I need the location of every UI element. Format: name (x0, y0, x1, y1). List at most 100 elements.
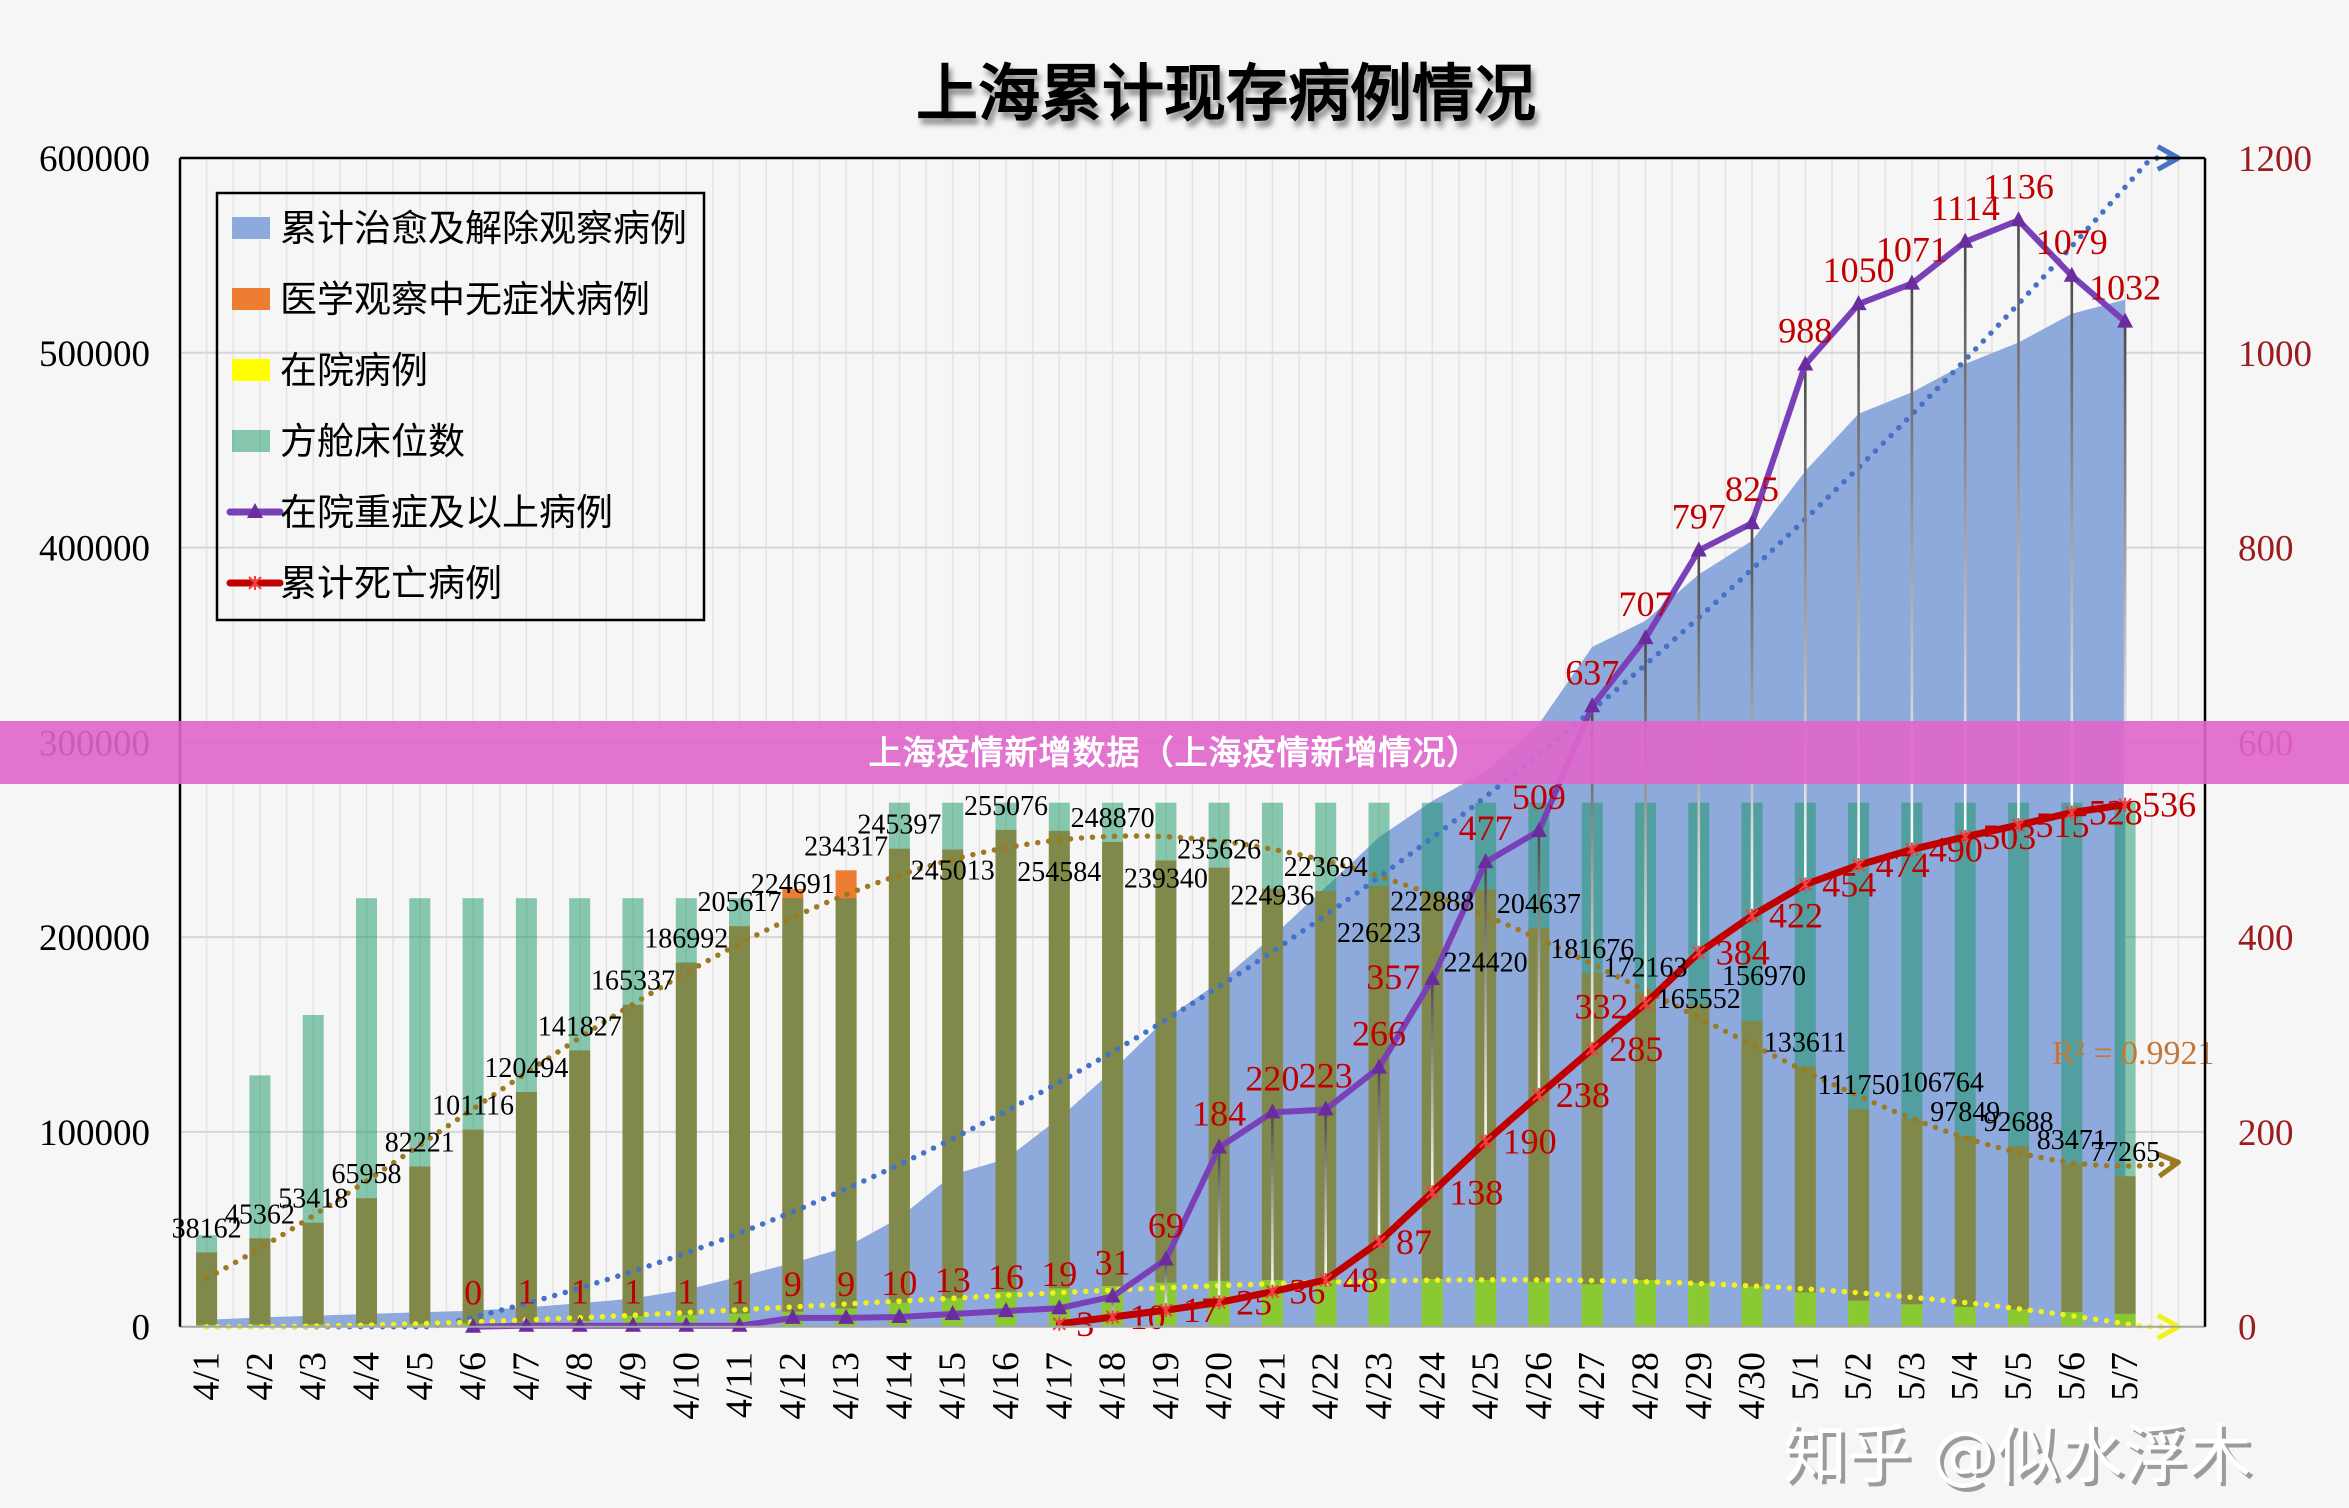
data-label-asymptomatic: 83471 (2037, 1125, 2107, 1156)
marker-death-29 (1692, 945, 1706, 960)
data-label-severe: 988 (1778, 311, 1832, 351)
data-label-deaths: 536 (2142, 785, 2196, 825)
data-label-asymptomatic: 165552 (1657, 984, 1741, 1015)
data-label-asymptomatic: 97849 (1930, 1097, 2000, 1128)
marker-severe-36 (2063, 266, 2080, 282)
data-label-severe: 357 (1366, 957, 1420, 997)
bar-cabin-beds-32 (1848, 802, 1870, 1327)
x-tick-label: 4/28 (1625, 1352, 1667, 1420)
data-label-deaths: 48 (1343, 1260, 1379, 1300)
data-label-deaths: 190 (1503, 1122, 1557, 1162)
y-left-tick-label: 500000 (39, 334, 150, 375)
data-label-asymptomatic: 172163 (1604, 952, 1688, 983)
x-tick-label: 4/5 (399, 1352, 441, 1401)
marker-death-34 (1958, 829, 1972, 844)
legend-swatch (232, 217, 270, 239)
y-right-tick-label: 800 (2238, 529, 2294, 570)
bar-cabin-beds-30 (1741, 802, 1763, 1327)
marker-severe-16 (998, 1302, 1014, 1318)
x-tick-label: 4/11 (719, 1352, 761, 1418)
bar-cabin-beds-1 (196, 1235, 218, 1327)
x-tick-label: 4/16 (985, 1352, 1027, 1420)
data-label-asymptomatic: 101116 (432, 1091, 514, 1122)
x-tick-label: 4/4 (346, 1352, 388, 1401)
y-left-tick-label: 100000 (39, 1113, 150, 1154)
bar-cabin-beds-7 (515, 898, 537, 1327)
marker-severe-8 (571, 1316, 588, 1332)
data-label-severe: 9 (837, 1264, 855, 1304)
data-label-deaths: 238 (1556, 1075, 1610, 1115)
marker-death-35 (2011, 818, 2026, 833)
marker-death-22 (1319, 1272, 1333, 1287)
data-label-deaths: 285 (1609, 1029, 1663, 1069)
data-label-asymptomatic: 205617 (698, 887, 782, 918)
data-label-severe: 1071 (1876, 230, 1948, 270)
high-low-line-37 (2123, 321, 2127, 805)
bar-cabin-beds-33 (1901, 802, 1923, 1327)
data-label-deaths: 474 (1876, 845, 1930, 885)
high-low-line-33 (1910, 283, 1914, 850)
data-label-deaths: 3 (1076, 1304, 1094, 1344)
data-label-severe: 9 (784, 1264, 802, 1304)
marker-severe-31 (1797, 355, 1814, 371)
data-label-deaths: 25 (1236, 1282, 1272, 1322)
x-tick-label: 5/5 (1998, 1352, 2040, 1401)
x-tick-label: 4/17 (1038, 1352, 1080, 1420)
high-low-line-34 (1963, 241, 1967, 837)
marker-severe-13 (838, 1308, 855, 1324)
bar-cabin-beds-29 (1688, 802, 1710, 1327)
data-label-severe: 825 (1725, 469, 1779, 509)
data-label-severe: 223 (1299, 1056, 1353, 1096)
high-low-line-21 (1271, 1112, 1274, 1292)
bar-cabin-beds-5 (409, 898, 431, 1327)
trendline-hospitalized-trend (203, 1277, 2182, 1341)
data-label-severe: 1079 (2036, 222, 2108, 262)
data-label-severe: 797 (1672, 497, 1726, 537)
bar-cabin-beds-8 (569, 898, 591, 1327)
series-cabin-beds-bars (196, 802, 2136, 1327)
marker-death-20 (1212, 1295, 1226, 1310)
data-label-asymptomatic: 239340 (1124, 864, 1208, 895)
data-label-asymptomatic: 224420 (1444, 948, 1528, 979)
high-low-line-20 (1217, 1147, 1221, 1303)
data-label-severe: 707 (1619, 584, 1673, 624)
high-low-line-36 (2070, 275, 2074, 813)
marker-severe-17 (1051, 1299, 1068, 1315)
legend-label: 方舱床位数 (280, 421, 465, 463)
data-label-severe: 1 (677, 1272, 695, 1312)
marker-severe-10 (678, 1316, 695, 1332)
line-severe-path (470, 217, 2129, 1330)
bar-cabin-beds-35 (2008, 802, 2029, 1327)
legend-item-cabin_beds: 方舱床位数 (232, 421, 465, 463)
data-label-asymptomatic: 120494 (484, 1053, 568, 1084)
bar-cabin-beds-13 (835, 898, 857, 1327)
marker-severe-14 (891, 1308, 908, 1323)
legend-label: 在院病例 (280, 350, 428, 392)
x-tick-label: 4/10 (665, 1352, 707, 1420)
data-label-asymptomatic: 65958 (332, 1159, 402, 1190)
bar-cabin-beds-27 (1581, 802, 1603, 1327)
marker-severe-33 (1903, 274, 1920, 290)
high-low-line-18 (1111, 1296, 1114, 1317)
x-tick-label: 4/2 (239, 1352, 281, 1401)
bar-cabin-beds-20 (1208, 802, 1230, 1327)
data-label-asymptomatic: 234317 (804, 831, 888, 862)
x-tick-label: 4/8 (559, 1352, 601, 1401)
data-label-severe: 10 (881, 1263, 917, 1303)
marker-severe-11 (731, 1316, 748, 1332)
x-tick-label: 4/29 (1678, 1352, 1720, 1420)
data-label-deaths: 10 (1130, 1297, 1166, 1337)
x-tick-label: 5/1 (1784, 1352, 1826, 1401)
bar-cabin-beds-31 (1794, 802, 1816, 1327)
x-tick-label: 4/27 (1571, 1352, 1613, 1420)
data-label-severe: 266 (1352, 1014, 1406, 1054)
x-tick-label: 4/23 (1358, 1352, 1400, 1420)
bar-cabin-beds-18 (1102, 802, 1124, 1327)
legend-item-deaths: 累计死亡病例 (226, 563, 502, 605)
marker-death-17 (1052, 1316, 1066, 1331)
data-label-severe: 637 (1565, 652, 1619, 692)
data-label-severe: 1 (731, 1272, 749, 1312)
data-label-deaths: 138 (1449, 1172, 1503, 1212)
data-label-deaths: 422 (1769, 896, 1823, 936)
